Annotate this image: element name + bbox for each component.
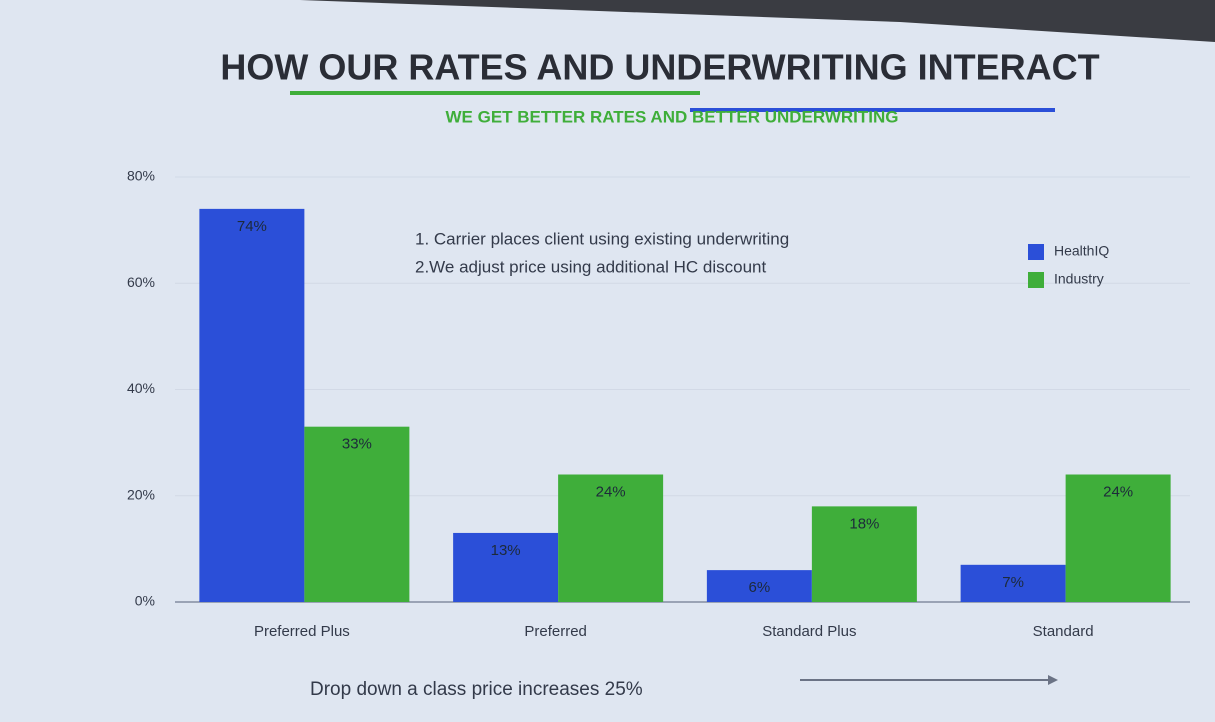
bar: [706, 570, 812, 602]
bar: [1065, 474, 1171, 602]
y-tick-label: 20%: [127, 486, 155, 502]
legend-label: HealthIQ: [1054, 243, 1109, 259]
x-tick-label: Standard: [1033, 623, 1094, 640]
arrow-head: [1048, 675, 1058, 685]
value-label: 13%: [491, 542, 521, 559]
top-strip: [300, 0, 1215, 42]
value-label: 74%: [237, 218, 267, 235]
value-label: 7%: [1002, 574, 1024, 591]
x-tick-label: Standard Plus: [762, 623, 856, 640]
x-tick-label: Preferred Plus: [254, 623, 350, 640]
legend-label: Industry: [1054, 271, 1104, 287]
y-tick-label: 60%: [127, 274, 155, 290]
bar: [304, 426, 410, 602]
chart-subtitle: WE GET BETTER RATES AND BETTER UNDERWRIT…: [445, 107, 898, 126]
bar: [960, 564, 1066, 602]
legend-swatch: [1028, 272, 1044, 288]
value-label: 24%: [596, 483, 626, 500]
value-label: 24%: [1103, 483, 1133, 500]
y-tick-label: 80%: [127, 168, 155, 184]
annotation: Drop down a class price increases 25%: [310, 679, 643, 700]
legend-swatch: [1028, 244, 1044, 260]
x-tick-label: Preferred: [524, 623, 587, 640]
value-label: 33%: [342, 436, 372, 453]
value-label: 6%: [749, 579, 771, 596]
bar: [811, 506, 917, 602]
y-tick-label: 40%: [127, 380, 155, 396]
annotation: 2.We adjust price using additional HC di…: [415, 257, 766, 276]
value-label: 18%: [849, 515, 879, 532]
bar: [453, 532, 559, 602]
bar: [558, 474, 664, 602]
y-tick-label: 0%: [135, 593, 155, 609]
bar: [199, 208, 305, 602]
annotation: 1. Carrier places client using existing …: [415, 229, 789, 248]
chart-title: HOW OUR RATES AND UNDERWRITING INTERACT: [220, 47, 1099, 88]
